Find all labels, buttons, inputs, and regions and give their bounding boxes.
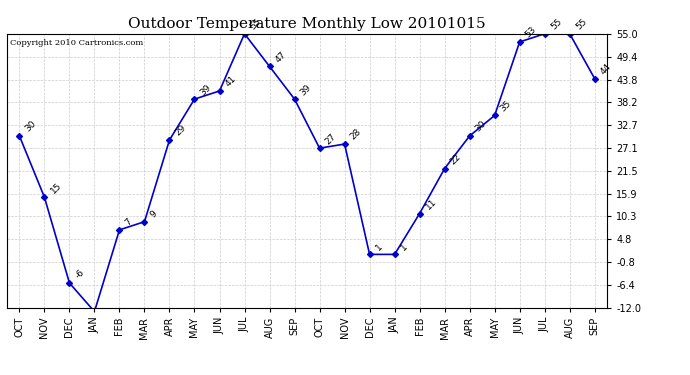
Text: 28: 28 [348,128,363,142]
Text: 53: 53 [524,25,538,40]
Text: 29: 29 [174,123,188,138]
Text: 22: 22 [448,152,463,166]
Text: 27: 27 [324,132,338,146]
Text: 7: 7 [124,217,134,228]
Text: 47: 47 [274,50,288,64]
Text: -13: -13 [0,374,1,375]
Text: 11: 11 [424,197,438,211]
Text: 55: 55 [574,17,589,32]
Text: 55: 55 [248,17,263,32]
Text: 1: 1 [374,242,384,252]
Text: 35: 35 [499,99,513,113]
Text: 41: 41 [224,74,238,89]
Text: 44: 44 [599,62,613,76]
Text: 15: 15 [48,180,63,195]
Text: 30: 30 [23,119,38,134]
Text: -6: -6 [74,268,86,281]
Text: 39: 39 [199,82,213,97]
Text: Copyright 2010 Cartronics.com: Copyright 2010 Cartronics.com [10,39,143,47]
Text: 55: 55 [549,17,563,32]
Text: 30: 30 [474,119,489,134]
Text: 39: 39 [299,82,313,97]
Text: 1: 1 [399,242,409,252]
Title: Outdoor Temperature Monthly Low 20101015: Outdoor Temperature Monthly Low 20101015 [128,17,486,31]
Text: 9: 9 [148,209,159,219]
